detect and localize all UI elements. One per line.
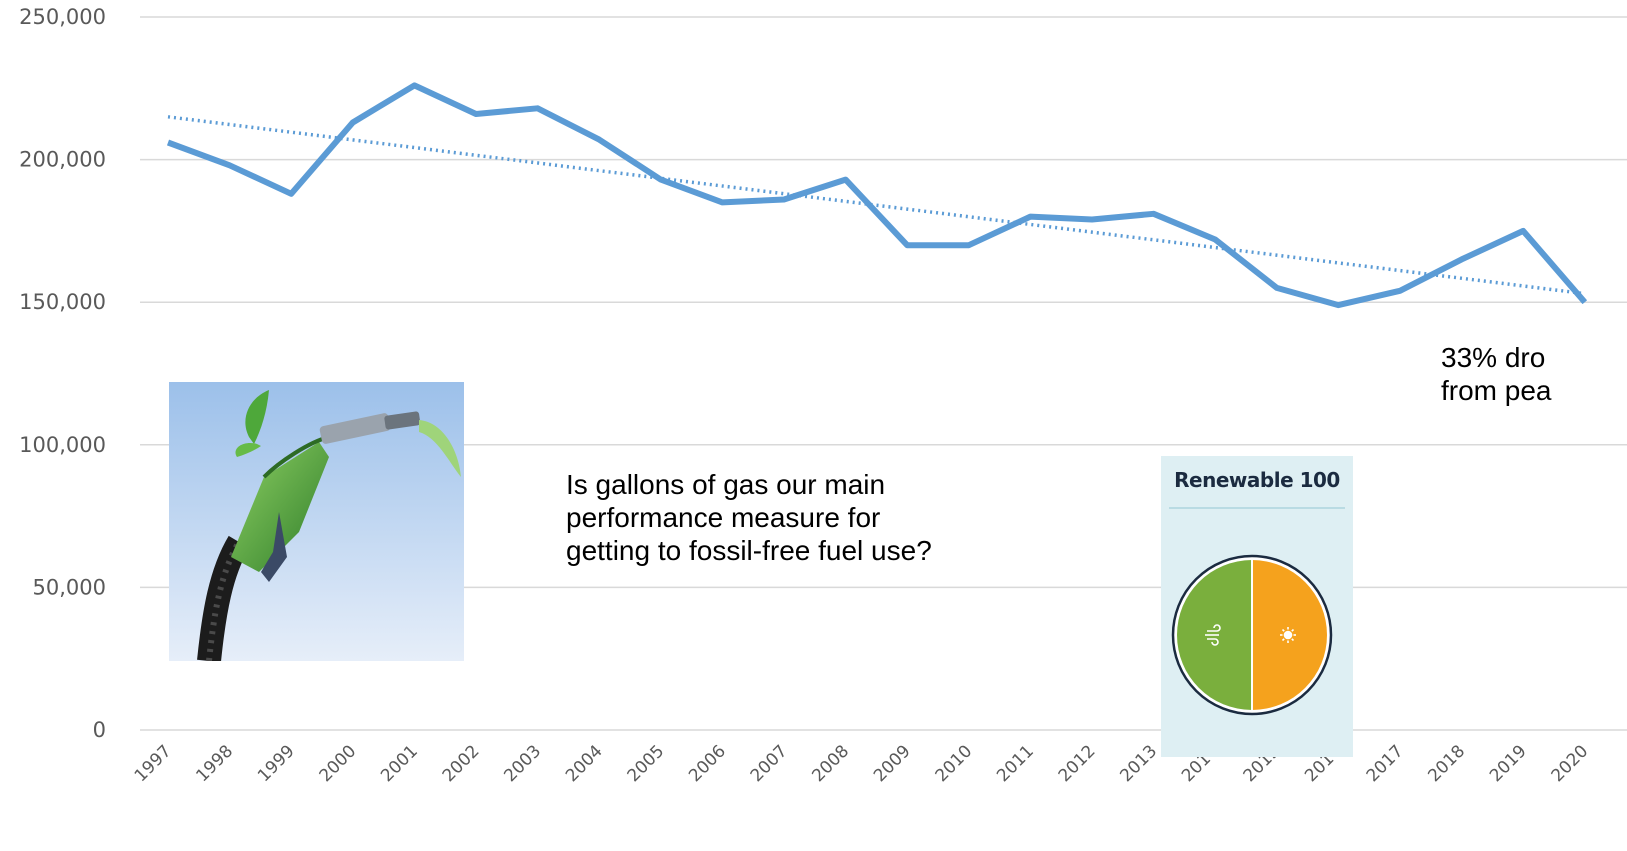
renewable-title: Renewable 100 <box>1161 468 1353 492</box>
x-tick-label: 2011 <box>993 741 1038 786</box>
y-tick-label: 50,000 <box>33 575 106 599</box>
series-line <box>168 85 1585 305</box>
y-tick-label: 250,000 <box>19 5 106 29</box>
x-tick-label: 1998 <box>192 741 237 786</box>
y-tick-label: 100,000 <box>19 433 106 457</box>
drop-annotation: 33% dro from pea <box>1441 341 1552 407</box>
x-tick-label: 2009 <box>870 741 915 786</box>
x-tick-label: 2002 <box>439 741 484 786</box>
x-tick-label: 1997 <box>131 741 176 786</box>
x-tick-label: 2006 <box>685 741 730 786</box>
x-tick-label: 2003 <box>500 741 545 786</box>
x-tick-label: 2019 <box>1486 741 1531 786</box>
renewable-100-badge: Renewable 100 <box>1161 456 1353 757</box>
trendline <box>168 117 1585 294</box>
y-tick-label: 0 <box>93 718 106 742</box>
y-axis-ticks: 0 50,000 100,000 150,000 200,000 250,000 <box>19 5 106 742</box>
x-tick-label: 2004 <box>562 741 607 786</box>
x-axis-ticks: 1997 1998 1999 2000 2001 2002 2003 2004 2005 2006… <box>131 741 1593 786</box>
x-tick-label: 2012 <box>1055 741 1100 786</box>
x-tick-label: 2007 <box>747 741 792 786</box>
data-points <box>166 83 1587 307</box>
x-tick-label: 2013 <box>1116 741 1161 786</box>
x-tick-label: 2001 <box>377 741 422 786</box>
question-annotation: Is gallons of gas our main performance m… <box>566 468 1086 567</box>
x-tick-label: 2005 <box>624 741 669 786</box>
x-tick-label: 2000 <box>316 741 361 786</box>
x-tick-label: 2008 <box>808 741 853 786</box>
badge-divider <box>1169 507 1345 509</box>
x-tick-label: 2010 <box>932 741 977 786</box>
y-tick-label: 200,000 <box>19 148 106 172</box>
y-tick-label: 150,000 <box>19 290 106 314</box>
x-tick-label: 2017 <box>1363 741 1408 786</box>
x-tick-label: 1999 <box>254 741 299 786</box>
x-tick-label: 2020 <box>1548 741 1593 786</box>
fuel-pump-image <box>169 382 464 661</box>
x-tick-label: 2018 <box>1424 741 1469 786</box>
